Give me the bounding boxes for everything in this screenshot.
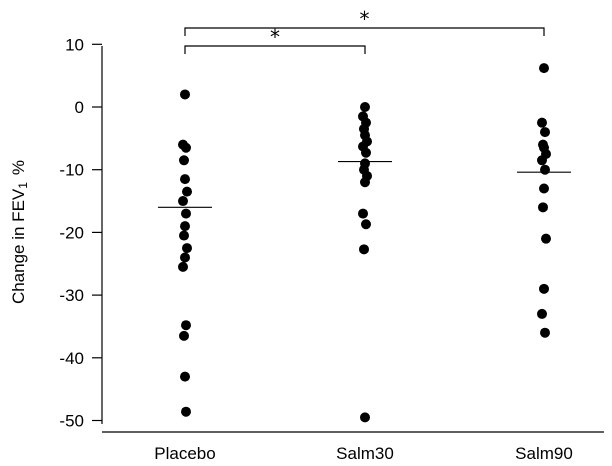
data-point <box>179 330 189 341</box>
y-tick-label: 10 <box>65 35 84 54</box>
data-point <box>541 233 551 244</box>
significance-bracket <box>184 27 545 36</box>
data-point <box>540 164 550 175</box>
data-point <box>181 406 191 417</box>
data-point <box>181 142 191 153</box>
y-axis-label: Change in FEV1% <box>9 160 30 304</box>
data-points <box>178 63 551 423</box>
significance-brackets: ** <box>184 7 545 54</box>
x-categories: Placebo Salm30 Salm90 <box>154 444 573 463</box>
axes <box>101 46 604 433</box>
data-point <box>540 327 550 338</box>
x-category-label: Placebo <box>154 444 215 463</box>
data-point <box>180 252 190 263</box>
data-point <box>359 244 369 255</box>
y-tick-label: -30 <box>59 286 84 305</box>
x-category-label: Salm30 <box>336 444 394 463</box>
data-point <box>358 208 368 219</box>
data-point <box>361 219 371 230</box>
data-point <box>538 202 548 213</box>
data-point <box>360 102 370 112</box>
data-point <box>178 261 188 272</box>
data-point <box>539 283 549 294</box>
data-point <box>360 412 370 423</box>
data-point <box>537 308 547 319</box>
data-point <box>361 147 371 158</box>
y-axis-title: Change in FEV1% <box>9 160 30 304</box>
data-point <box>181 208 191 219</box>
data-point <box>180 89 190 100</box>
data-point <box>540 127 550 138</box>
data-point <box>537 117 547 128</box>
y-tick-label: -50 <box>59 412 84 431</box>
data-point <box>360 177 370 188</box>
y-tick-label: -40 <box>59 349 84 368</box>
data-point <box>182 243 192 254</box>
significance-star: * <box>270 25 280 49</box>
x-category-label: Salm90 <box>515 444 573 463</box>
data-point <box>537 155 547 166</box>
data-point <box>179 230 189 241</box>
data-point <box>182 186 192 197</box>
data-point <box>179 155 189 166</box>
mean-lines <box>158 160 571 208</box>
significance-star: * <box>360 7 370 31</box>
data-point <box>180 174 190 185</box>
data-point <box>180 371 190 382</box>
data-point <box>181 320 191 331</box>
y-ticks: 10 0 -10 -20 -30 -40 -50 <box>59 35 102 431</box>
data-point <box>180 221 190 232</box>
significance-bracket <box>184 45 366 54</box>
y-tick-label: -10 <box>59 161 84 180</box>
data-point <box>178 196 188 207</box>
data-point <box>539 183 549 194</box>
y-tick-label: 0 <box>75 98 84 117</box>
data-point <box>539 63 549 74</box>
y-tick-label: -20 <box>59 223 84 242</box>
